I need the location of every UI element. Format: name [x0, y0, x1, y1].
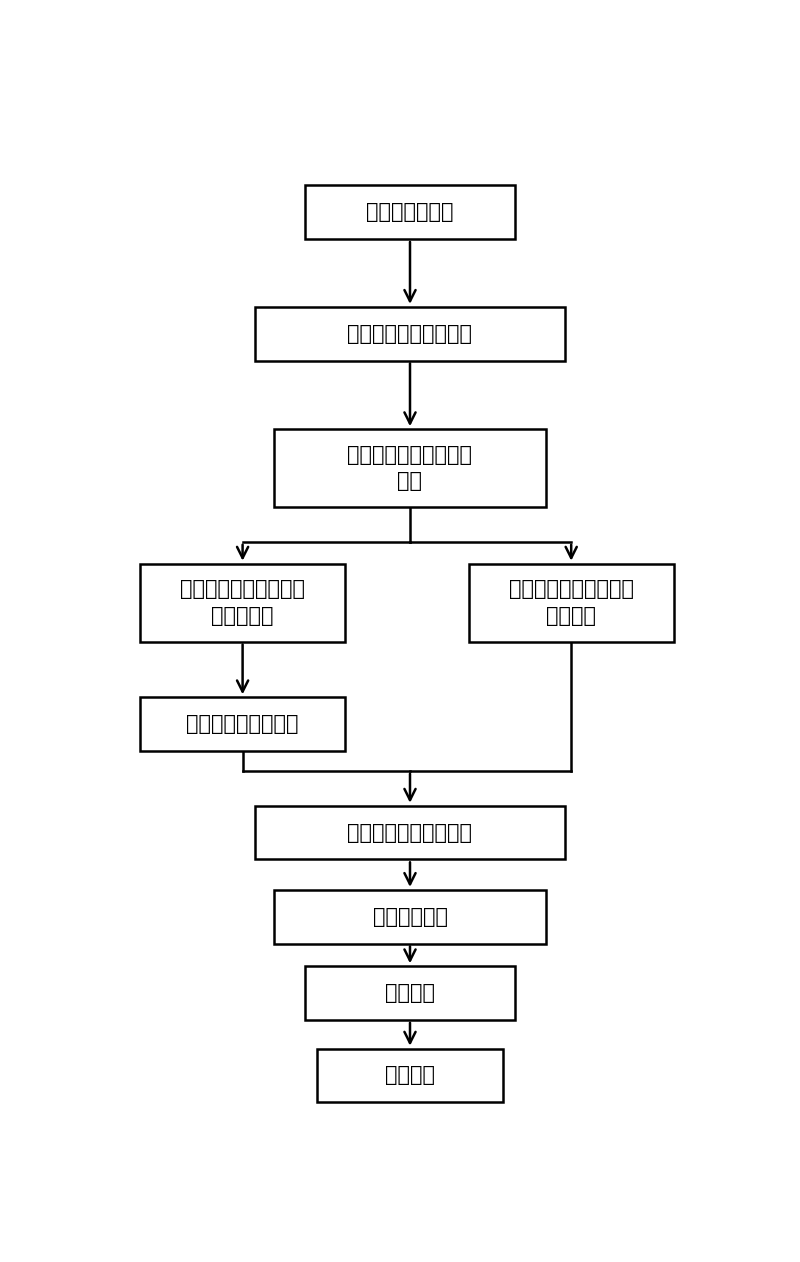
Bar: [305, 186, 515, 239]
Bar: [274, 890, 546, 944]
Bar: [140, 564, 345, 641]
Bar: [305, 967, 515, 1020]
Text: 声发射信号周期性强弱
分析: 声发射信号周期性强弱 分析: [347, 445, 473, 491]
Bar: [140, 697, 345, 751]
Bar: [255, 805, 565, 859]
Text: 声强烈度计算: 声强烈度计算: [373, 906, 447, 926]
Text: 周期性强的碰摩和裂纹
声发射信号: 周期性强的碰摩和裂纹 声发射信号: [180, 579, 305, 626]
Text: 趋势分析: 趋势分析: [385, 983, 435, 1003]
Bar: [469, 564, 674, 641]
Text: 随机性强的空化空蚀声
发射信号: 随机性强的空化空蚀声 发射信号: [509, 579, 634, 626]
Text: 区分碰摩和裂纹故障: 区分碰摩和裂纹故障: [186, 714, 299, 734]
Text: 声发射信号的消噪处理: 声发射信号的消噪处理: [347, 323, 473, 343]
Text: 状态评价: 状态评价: [385, 1065, 435, 1085]
Text: 声发射信号分解与重构: 声发射信号分解与重构: [347, 823, 473, 843]
Bar: [255, 307, 565, 361]
Text: 采集声发射信号: 采集声发射信号: [366, 202, 454, 222]
Bar: [317, 1049, 503, 1103]
Bar: [274, 429, 546, 507]
